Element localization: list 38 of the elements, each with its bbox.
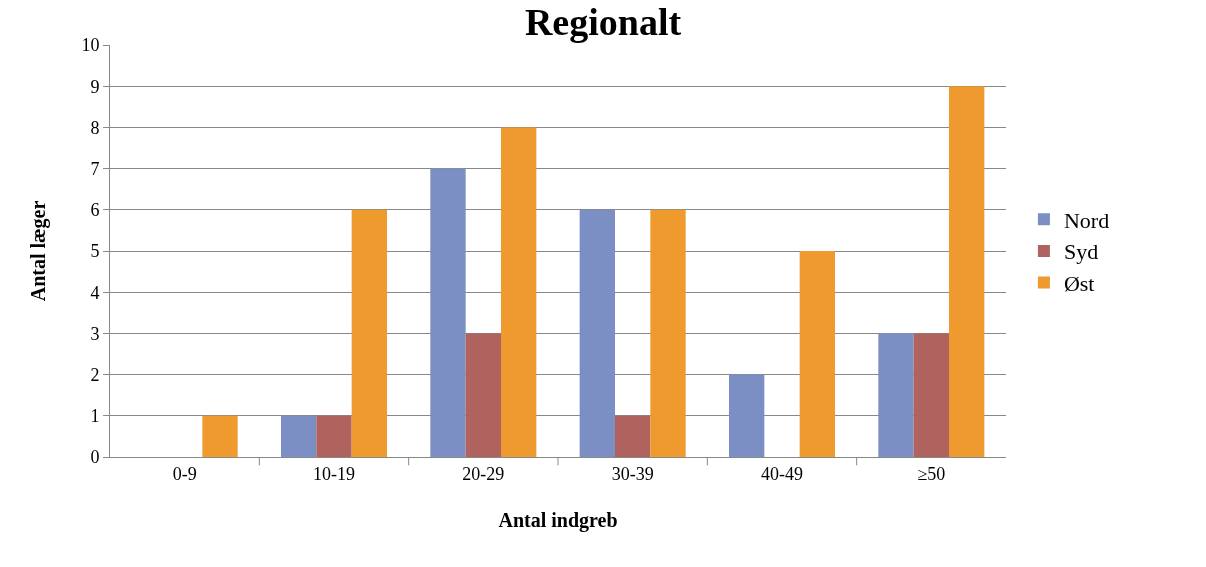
bar [615, 415, 651, 457]
bar [430, 168, 466, 457]
y-axis-title: Antal læger [26, 200, 50, 302]
y-tick-label: 6 [90, 200, 100, 221]
bar [799, 251, 836, 457]
x-tick-label: 20-29 [462, 463, 505, 484]
bar [650, 209, 686, 457]
y-tick-label: 10 [81, 35, 100, 56]
y-tick-label: 4 [90, 282, 100, 303]
bar [280, 415, 317, 457]
legend-label: Nord [1063, 207, 1110, 233]
y-tick-label: 0 [90, 447, 100, 468]
y-tick-label: 1 [90, 406, 100, 427]
x-tick-label: ≥50 [917, 463, 946, 484]
y-tick-label: 2 [90, 364, 100, 385]
y-tick-label: 3 [90, 323, 100, 344]
legend-label: Øst [1063, 271, 1095, 297]
chart-title: Regionalt [524, 1, 682, 44]
bar [579, 209, 615, 457]
x-tick-label: 30-39 [611, 463, 654, 484]
y-tick-label: 8 [90, 117, 100, 138]
y-tick-label: 7 [90, 158, 100, 179]
bar [501, 127, 537, 457]
bar [728, 374, 765, 457]
y-tick-label: 9 [90, 76, 100, 97]
bar [316, 415, 352, 457]
legend-label: Syd [1063, 239, 1099, 265]
bar [465, 333, 501, 457]
bar [949, 86, 985, 457]
y-tick-label: 5 [90, 241, 100, 262]
bar [351, 209, 388, 457]
bar [878, 333, 914, 457]
bar [202, 415, 238, 457]
x-tick-label: 40-49 [761, 463, 803, 484]
bar [913, 333, 949, 457]
x-axis-title: Antal indgreb [498, 509, 618, 533]
x-tick-label: 10-19 [313, 463, 355, 484]
x-tick-label: 0-9 [172, 463, 197, 484]
